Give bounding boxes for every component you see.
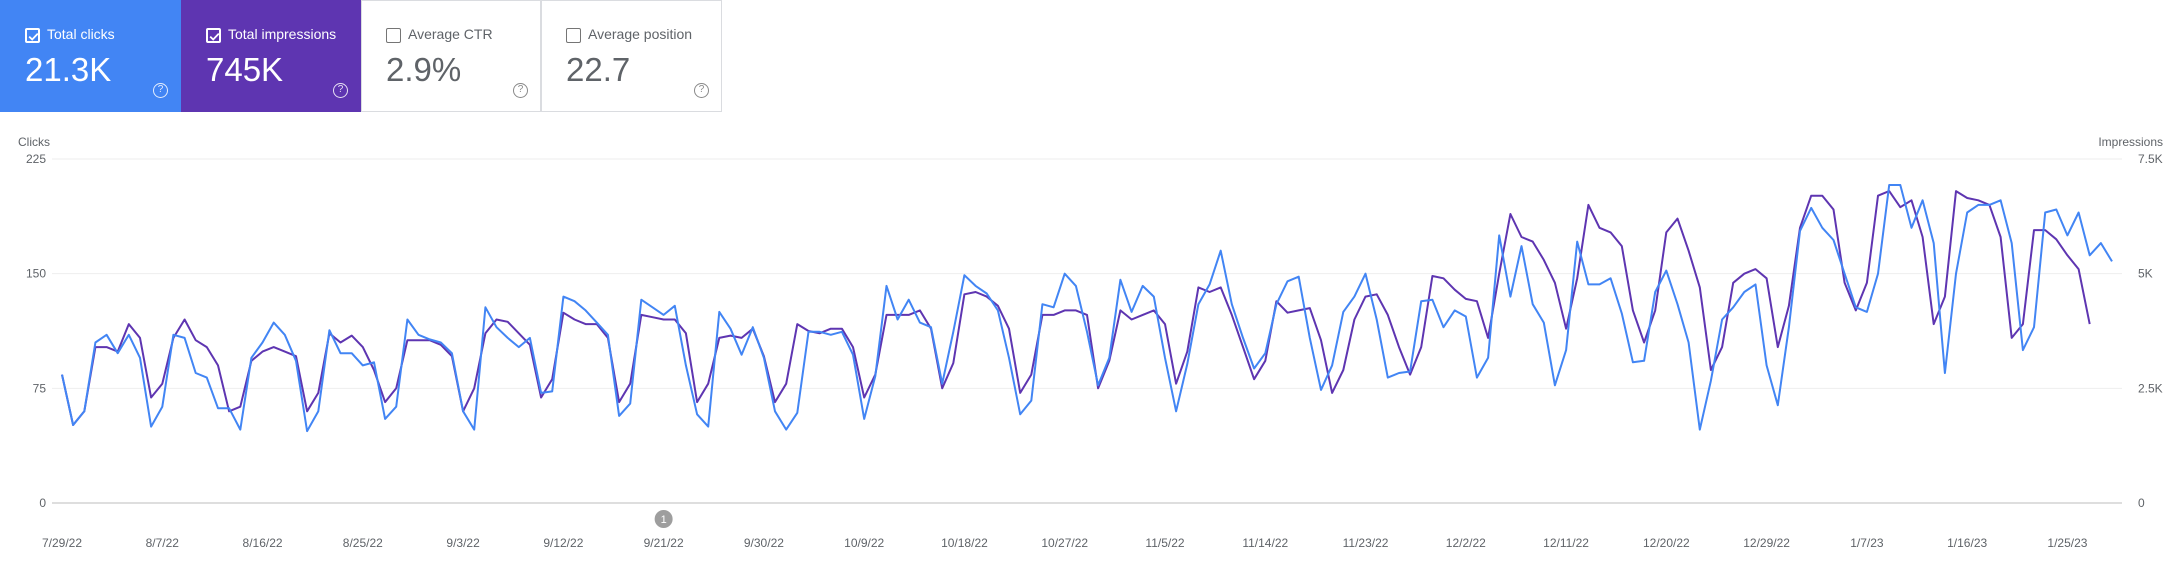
x-tick-label: 11/23/22 bbox=[1343, 536, 1389, 550]
y-right-tick-label: 2.5K bbox=[2138, 381, 2163, 395]
x-tick-label: 10/9/22 bbox=[844, 536, 884, 550]
total-clicks-card[interactable]: Total clicks 21.3K ? bbox=[0, 0, 181, 112]
help-icon[interactable]: ? bbox=[333, 83, 348, 98]
help-icon[interactable]: ? bbox=[694, 83, 709, 98]
y-left-tick-label: 150 bbox=[26, 267, 46, 281]
total-impressions-card[interactable]: Total impressions 745K ? bbox=[181, 0, 361, 112]
y-left-tick-label: 0 bbox=[39, 496, 46, 510]
x-tick-label: 9/12/22 bbox=[543, 536, 583, 550]
total-clicks-value: 21.3K bbox=[25, 51, 112, 88]
average-ctr-card[interactable]: Average CTR 2.9% ? bbox=[361, 0, 541, 112]
series-lines bbox=[61, 184, 2113, 433]
x-tick-label: 8/16/22 bbox=[243, 536, 283, 550]
x-tick-label: 9/30/22 bbox=[744, 536, 784, 550]
y-right-tick-label: 7.5K bbox=[2138, 152, 2163, 166]
average-position-card[interactable]: Average position 22.7 ? bbox=[541, 0, 722, 112]
x-tick-label: 7/29/22 bbox=[42, 536, 82, 550]
x-tick-label: 12/20/22 bbox=[1643, 536, 1690, 550]
y-right-tick-label: 0 bbox=[2138, 496, 2145, 510]
x-tick-label: 1/7/23 bbox=[1850, 536, 1884, 550]
average-ctr-value: 2.9% bbox=[386, 51, 462, 88]
x-tick-label: 10/18/22 bbox=[941, 536, 988, 550]
total-impressions-value: 745K bbox=[206, 51, 284, 88]
x-tick-label: 10/27/22 bbox=[1041, 536, 1088, 550]
average-position-value: 22.7 bbox=[566, 51, 631, 88]
y-left-tick-label: 225 bbox=[26, 152, 46, 166]
total-clicks-label: Total clicks bbox=[47, 26, 115, 42]
checkbox-checked-icon[interactable] bbox=[25, 28, 40, 43]
annotation-circle[interactable] bbox=[654, 510, 673, 528]
x-tick-label: 1/25/23 bbox=[2047, 536, 2087, 550]
y-axis-right-title: Impressions bbox=[2098, 135, 2163, 149]
clicks-series-line bbox=[61, 184, 2113, 433]
performance-chart[interactable]: Clicks Impressions 0 75 150 225 0 2.5K 5K 7.5K… bbox=[0, 125, 2181, 565]
checkbox-checked-icon[interactable] bbox=[206, 28, 221, 43]
x-axis-ticks: 7/29/22 8/7/22 8/16/22 8/25/22 9/3/22 9/12/22… bbox=[42, 536, 2088, 550]
x-tick-label: 12/11/22 bbox=[1543, 536, 1589, 550]
x-tick-label: 11/5/22 bbox=[1145, 536, 1184, 550]
average-position-label: Average position bbox=[588, 26, 693, 42]
x-tick-label: 12/29/22 bbox=[1743, 536, 1790, 550]
checkbox-unchecked-icon[interactable] bbox=[386, 28, 401, 43]
impressions-series-line bbox=[61, 190, 2091, 426]
x-tick-label: 9/21/22 bbox=[644, 536, 684, 550]
y-left-tick-label: 75 bbox=[33, 381, 47, 395]
y-right-tick-label: 5K bbox=[2138, 267, 2153, 281]
metric-cards: Total clicks 21.3K ? Total impressions 7… bbox=[0, 0, 722, 112]
x-tick-label: 8/7/22 bbox=[146, 536, 180, 550]
annotation-marker[interactable]: 1 bbox=[654, 510, 673, 528]
help-icon[interactable]: ? bbox=[513, 83, 528, 98]
x-tick-label: 11/14/22 bbox=[1242, 536, 1288, 550]
x-tick-label: 1/16/23 bbox=[1947, 536, 1987, 550]
y-axis-left-title: Clicks bbox=[18, 135, 50, 149]
average-ctr-label: Average CTR bbox=[408, 26, 493, 42]
x-tick-label: 8/25/22 bbox=[343, 536, 383, 550]
help-icon[interactable]: ? bbox=[153, 83, 168, 98]
x-tick-label: 9/3/22 bbox=[446, 536, 480, 550]
y-axis-right-ticks: 0 2.5K 5K 7.5K bbox=[2138, 152, 2163, 510]
total-impressions-label: Total impressions bbox=[228, 26, 337, 42]
y-axis-left-ticks: 0 75 150 225 bbox=[26, 152, 46, 510]
annotation-label: 1 bbox=[661, 514, 667, 526]
checkbox-unchecked-icon[interactable] bbox=[566, 28, 581, 43]
x-tick-label: 12/2/22 bbox=[1446, 536, 1486, 550]
